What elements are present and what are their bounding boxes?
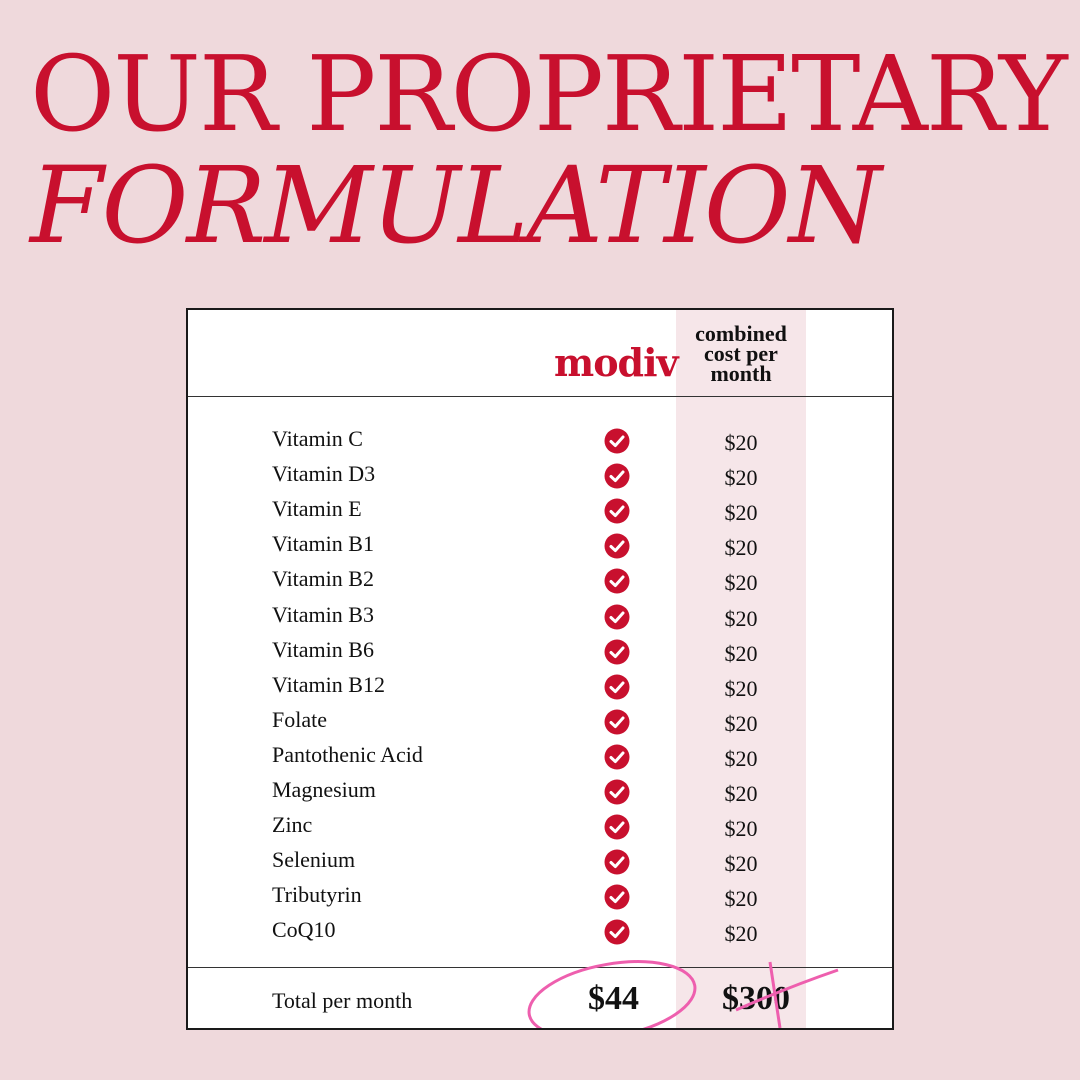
header-divider [188,396,892,397]
total-divider [188,967,892,968]
table-row: Vitamin C $20 [188,426,892,461]
total-modiv-price: $44 [588,980,639,1017]
check-circle-icon [604,498,630,524]
combined-cost-header: combined cost per month [676,321,806,386]
ingredient-price: $20 [724,675,758,701]
check-circle-icon [604,674,630,700]
headline-line-1: OUR PROPRIETARY [30,33,1068,155]
table-row: CoQ10 $20 [188,917,892,952]
ingredient-name: Vitamin B2 [272,566,374,592]
ingredient-name: Zinc [272,812,313,838]
table-row: Vitamin B12 $20 [188,672,892,707]
table-row: Vitamin B2 $20 [188,566,892,601]
check-circle-icon [604,604,630,629]
ingredient-name: Vitamin B6 [272,636,374,662]
ingredient-price: $20 [724,570,758,596]
ingredient-price: $20 [724,745,758,771]
table-row: Pantothenic Acid $20 [188,742,892,777]
check-circle-icon [604,709,630,735]
ingredient-price: $20 [724,710,758,736]
check-circle-icon [604,919,630,945]
ingredient-price: $20 [724,640,758,666]
ingredient-name: Vitamin E [272,496,362,522]
ingredient-price: $20 [724,781,758,806]
ingredient-name: Magnesium [272,777,376,802]
brand-logo: modiv [554,340,679,385]
ingredient-name: Pantothenic Acid [272,741,423,767]
check-circle-icon [604,428,630,454]
check-circle-icon [604,568,630,594]
total-combined-price: $300 [722,980,790,1017]
combined-header-line-2: cost per [704,341,778,366]
ingredient-price: $20 [724,465,758,491]
ingredient-name: Tributyrin [272,882,362,908]
ingredient-price: $20 [724,921,758,947]
check-circle-icon [604,814,630,840]
table-row: Vitamin E $20 [188,496,892,531]
ingredient-name: Selenium [272,847,356,873]
ingredient-name: Vitamin D3 [272,461,376,487]
ingredient-name: Vitamin B3 [272,601,374,627]
total-label: Total per month [272,988,413,1013]
table-row: Vitamin D3 $20 [188,461,892,496]
ingredient-name: Vitamin B12 [272,671,385,697]
check-circle-icon [604,849,630,875]
ingredient-name: Vitamin B1 [272,531,374,557]
table-row: Vitamin B1 $20 [188,531,892,566]
ingredient-name: Folate [272,706,327,732]
check-circle-icon [604,463,630,489]
headline-line-2: FORMULATION [30,144,881,267]
ingredient-price: $20 [724,851,758,877]
table-row: Vitamin B6 $20 [188,637,892,672]
check-circle-icon [604,744,630,770]
table-row: Selenium $20 [188,847,892,882]
check-circle-icon [604,533,630,559]
check-circle-icon [604,779,630,805]
combined-header-line-3: month [710,361,772,386]
ingredient-name: CoQ10 [272,917,336,943]
ingredient-price: $20 [724,886,758,912]
ingredient-price: $20 [724,535,758,561]
table-row: Tributyrin $20 [188,882,892,917]
table-row: Zinc $20 [188,812,892,847]
check-circle-icon [604,884,630,910]
ingredient-price: $20 [724,430,758,455]
ingredient-name: Vitamin C [272,426,363,451]
combined-column-shade [676,310,806,1028]
combined-header-line-1: combined [695,321,787,346]
table-row: Vitamin B3 $20 [188,602,892,637]
comparison-table: modiv combined cost per month Vitamin C $… [186,308,894,1030]
ingredient-price: $20 [724,500,758,526]
ingredient-price: $20 [724,816,758,842]
table-row: Magnesium $20 [188,777,892,812]
check-circle-icon [604,639,630,665]
ingredient-price: $20 [724,605,758,631]
table-row: Folate $20 [188,707,892,742]
